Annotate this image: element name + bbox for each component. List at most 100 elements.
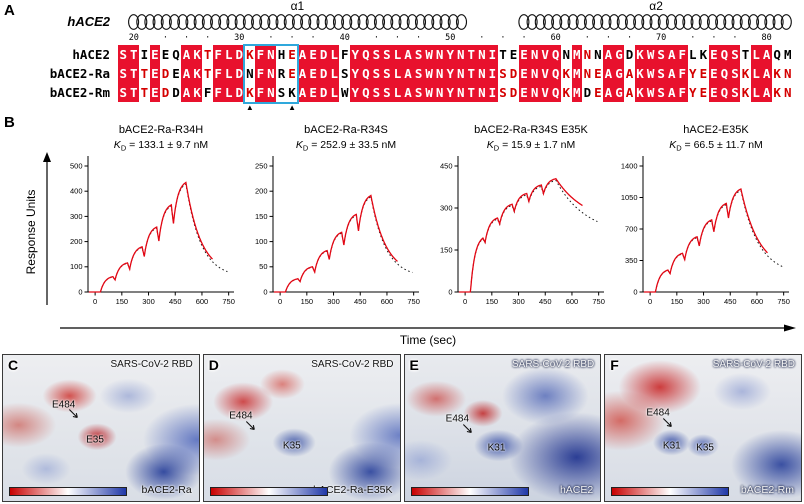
helix-coil-loop <box>431 14 443 30</box>
residue-cell: A <box>624 83 635 102</box>
residue-cell: D <box>234 64 245 83</box>
helix-coil-loop <box>152 14 164 30</box>
molecule-label: bACE2-Rm <box>740 484 794 496</box>
chart-title: bACE2-Ra-R34S E35K <box>474 124 588 136</box>
residue-cell: L <box>392 45 403 64</box>
residue-cell: T <box>139 64 150 83</box>
helix-coil-loop <box>657 14 669 30</box>
numbering-cell <box>318 33 329 44</box>
numbering-cell <box>740 33 751 44</box>
kd-subscript: D <box>676 144 682 153</box>
rbd-label: SARS-CoV-2 RBD <box>512 359 595 370</box>
numbering-cell <box>255 33 266 44</box>
residue-cell: N <box>434 64 445 83</box>
residue-cell: K <box>698 45 709 64</box>
numbering-cell: · <box>711 33 717 43</box>
residue-cell: Q <box>360 45 372 64</box>
alignment-row: bACE2-Ra S T T E D E A K T F L D N F N R E A E D L S Y Q S S L A S W N Y… <box>0 64 793 83</box>
residue-cell: M <box>782 45 793 64</box>
helix-coil-loop <box>542 14 555 30</box>
numbering-cell <box>561 33 572 44</box>
rbd-label: SARS-CoV-2 RBD <box>110 359 193 370</box>
chart-title: bACE2-Ra-R34S <box>304 124 388 136</box>
x-tick-label: 450 <box>354 297 367 306</box>
residue-cell: S <box>371 64 382 83</box>
numbering-cell: 20 <box>128 33 139 43</box>
x-tick-label: 300 <box>512 297 525 306</box>
helix-coil-loop <box>357 14 369 30</box>
helix-coil-loop <box>739 14 751 30</box>
numbering-cell: 50 <box>445 33 456 43</box>
x-tick-label: 750 <box>592 297 605 306</box>
helix-label: α2 <box>649 0 663 13</box>
y-tick-label: 700 <box>625 224 638 233</box>
residue-cell: E <box>508 45 519 64</box>
residue-cell: T <box>497 45 509 64</box>
residue-cell: F <box>202 83 213 102</box>
residue-cell: S <box>118 45 129 64</box>
x-tick-label: 600 <box>381 297 394 306</box>
kd-symbol: K <box>669 139 677 151</box>
numbering-cell: 70 <box>656 33 667 43</box>
residue-cell: A <box>181 64 192 83</box>
helix-coil-loop <box>373 14 386 30</box>
residue-cell: N <box>782 64 793 83</box>
numbering-cell <box>276 33 287 44</box>
helix-coil-loop <box>210 14 222 30</box>
numbering-cell <box>434 33 445 44</box>
helix-coil-loop <box>616 14 628 30</box>
numbering-cell <box>540 33 551 44</box>
residue-cell: N <box>434 83 445 102</box>
numbering-cell <box>213 33 224 44</box>
residue-cell: T <box>202 45 213 64</box>
measured-curve <box>88 181 213 293</box>
residue-cell: T <box>466 64 477 83</box>
residue-cell: F <box>676 64 688 83</box>
helix-coil-loop <box>772 14 784 30</box>
residue-cell: S <box>371 45 382 64</box>
measured-curve <box>458 177 583 293</box>
residue-cell: E <box>307 64 319 83</box>
y-tick-label: 0 <box>263 287 267 296</box>
helix-coil-loop <box>128 14 140 30</box>
residue-cell: D <box>318 64 329 83</box>
helix-coil-loop <box>283 14 295 30</box>
residue-cell: N <box>265 64 277 83</box>
y-tick-label: 350 <box>625 256 638 265</box>
residue-cell: Y <box>687 83 699 102</box>
helix-coil-loop <box>177 14 189 30</box>
residue-cell: A <box>603 64 614 83</box>
residue-cell: D <box>582 83 593 102</box>
panel-letter: C <box>8 357 19 373</box>
helix-coil-loop <box>324 14 336 30</box>
residue-cell: E <box>170 64 182 83</box>
helix-coil-loop <box>575 14 587 30</box>
secondary-structure-track: α1 α2 <box>128 0 792 30</box>
residue-cell: E <box>698 64 709 83</box>
structure-panel-e: E SARS-CoV-2 RBD E484 K31 hACE2 <box>403 354 602 502</box>
numbering-cell: · <box>310 33 316 43</box>
residue-cell: L <box>750 64 762 83</box>
residue-cell: E <box>708 64 720 83</box>
residue-cell: F <box>212 83 224 102</box>
residue-cell: W <box>645 64 656 83</box>
rbd-label: SARS-CoV-2 RBD <box>311 359 394 370</box>
numbering-cell: · <box>394 33 401 43</box>
residue-cell: D <box>234 45 245 64</box>
helix-coil-loop <box>341 14 353 30</box>
residue-cell: I <box>487 45 498 64</box>
residue-cell: S <box>276 83 287 102</box>
structure-panels: C SARS-CoV-2 RBD E484 E35 bACE2-Ra D SARS-CoV-… <box>2 354 802 502</box>
x-tick-label: 300 <box>697 297 710 306</box>
structure-panel-c: C SARS-CoV-2 RBD E484 E35 bACE2-Ra <box>2 354 200 502</box>
residue-cell: E <box>160 45 171 64</box>
residue-cell: K <box>634 45 646 64</box>
numbering-cell <box>698 33 709 44</box>
numbering-cell <box>297 33 308 44</box>
y-tick-label: 500 <box>70 161 83 170</box>
numbering-cell: · <box>205 33 211 43</box>
numbering-cell: · <box>162 33 169 43</box>
residue-cell: F <box>676 45 688 64</box>
